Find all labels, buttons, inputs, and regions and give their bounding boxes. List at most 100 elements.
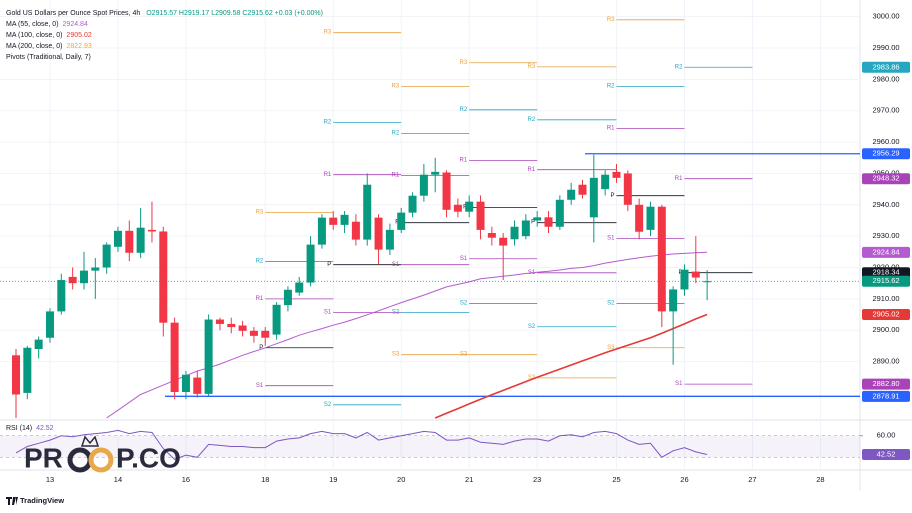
y-tick-label: 2900.00	[872, 325, 899, 334]
candle-body	[12, 355, 20, 395]
candle-body	[476, 201, 485, 230]
y-tick-label: 2890.00	[872, 357, 899, 366]
candle-body	[329, 217, 338, 225]
pivot-label: R1	[528, 167, 536, 173]
candle-body	[45, 311, 54, 338]
pivot-label: R2	[256, 259, 264, 265]
pivot-label: S3	[460, 352, 468, 358]
pivot-label: R2	[607, 84, 615, 90]
candle-body	[555, 199, 564, 227]
candle-body	[487, 233, 496, 238]
price-box	[862, 61, 910, 73]
candle-body	[147, 229, 156, 232]
legend-name: Pivots (Traditional, Daily, 7)	[6, 54, 91, 61]
candle-body	[657, 206, 666, 312]
watermark-left: PR	[24, 442, 63, 473]
pivot-label: S1	[675, 381, 683, 387]
candle-body	[374, 217, 383, 250]
pivot-label: R1	[675, 176, 683, 182]
rsi-pane: 60.00 42.52 RSI (14) 42.52	[0, 425, 910, 461]
legend-name: MA (55, close, 0)	[6, 21, 59, 28]
price-box	[862, 308, 910, 320]
candle-body	[612, 171, 621, 178]
price-box	[862, 390, 910, 402]
candle-body	[136, 227, 145, 253]
x-tick-label: 20	[397, 475, 405, 484]
pivot-label: R3	[607, 17, 615, 23]
candle-body	[306, 244, 315, 283]
candle-body	[34, 339, 43, 350]
pivot-label: S1	[607, 236, 615, 242]
price-box-label: 2983.86	[872, 62, 899, 71]
price-axis: 2890.00 2900.00 2910.00 2920.00 2930.00 2940.…	[862, 12, 910, 402]
watermark-right: P.CO	[116, 442, 181, 473]
x-tick-label: 19	[329, 475, 337, 484]
y-tick-label: 2920.00	[872, 262, 899, 271]
pivot-label: S1	[324, 310, 332, 316]
x-tick-label: 28	[816, 475, 824, 484]
watermark-ring	[88, 447, 114, 473]
brand-name: TradingView	[20, 496, 64, 505]
candle-body	[431, 171, 440, 175]
candle-body	[453, 204, 462, 212]
pivot-label: P	[678, 270, 682, 276]
candle-body	[227, 323, 236, 328]
legend-name: MA (100, close, 0)	[6, 32, 62, 39]
candle-body	[340, 214, 349, 225]
price-box-label: 2882.80	[872, 379, 899, 388]
pivot-label: S2	[607, 301, 615, 307]
candle-body	[510, 226, 519, 240]
candle-body	[272, 304, 281, 335]
y-tick-label: 2970.00	[872, 106, 899, 115]
brand-logo	[6, 497, 18, 505]
candle-body	[113, 230, 122, 247]
x-tick-label: 13	[46, 475, 54, 484]
candle-body	[544, 217, 553, 227]
candle-body	[102, 244, 111, 268]
x-tick-label: 25	[612, 475, 620, 484]
candle-body	[499, 237, 508, 246]
rsi-band	[0, 435, 860, 458]
price-box-label: 2924.84	[872, 247, 899, 256]
price-box	[862, 173, 910, 185]
rsi-legend-value: 42.52	[36, 425, 54, 432]
pivot-label: R3	[460, 60, 468, 66]
pivot-label: P	[395, 220, 399, 226]
moving-average	[434, 313, 708, 419]
candle-body	[680, 269, 689, 290]
pivot-label: P	[327, 262, 331, 268]
watermark: PR P.CO	[24, 435, 181, 473]
pivot-label: R2	[324, 120, 332, 126]
y-tick-label: 2910.00	[872, 294, 899, 303]
legend: Gold US Dollars per Ounce Spot Prices, 4…	[6, 10, 323, 61]
rsi-value-label: 42.52	[877, 450, 896, 459]
candle-body	[238, 325, 247, 331]
candle-body	[442, 172, 451, 210]
rsi-name: RSI (14)	[6, 425, 32, 432]
y-tick-label: 2950.00	[872, 168, 899, 177]
pivot-label: R2	[528, 117, 536, 123]
pivot-label: P	[463, 205, 467, 211]
x-tick-label: 27	[748, 475, 756, 484]
price-box-label: 2915.62	[872, 276, 899, 285]
candle-body	[601, 174, 610, 190]
pivot-label: R2	[675, 64, 683, 70]
pivot-label: R3	[528, 64, 536, 70]
candle-body	[363, 184, 372, 240]
candle-body	[691, 271, 700, 278]
rsi-value-box	[862, 449, 910, 461]
candle-body	[589, 177, 598, 218]
plot: R3 R2 R1 P S1 R3 R2 R1 P S1 S2 R3 R2 R1 P S1 S2 S3 R3 R2 R1 P…	[0, 17, 860, 419]
pivot-label: P	[610, 193, 614, 199]
candle-body	[419, 174, 428, 196]
brand: TradingView	[6, 496, 64, 505]
pivot-label: S3	[528, 375, 536, 381]
x-tick-label: 21	[465, 475, 473, 484]
candle-body	[635, 204, 644, 232]
pivot-label: S2	[460, 301, 468, 307]
pivot-label: S2	[528, 324, 536, 330]
pivot-label: R1	[324, 172, 332, 178]
watermark-crown	[80, 435, 100, 447]
rsi-tick-label: 60.00	[877, 431, 896, 440]
pivot-label: R1	[460, 158, 468, 164]
